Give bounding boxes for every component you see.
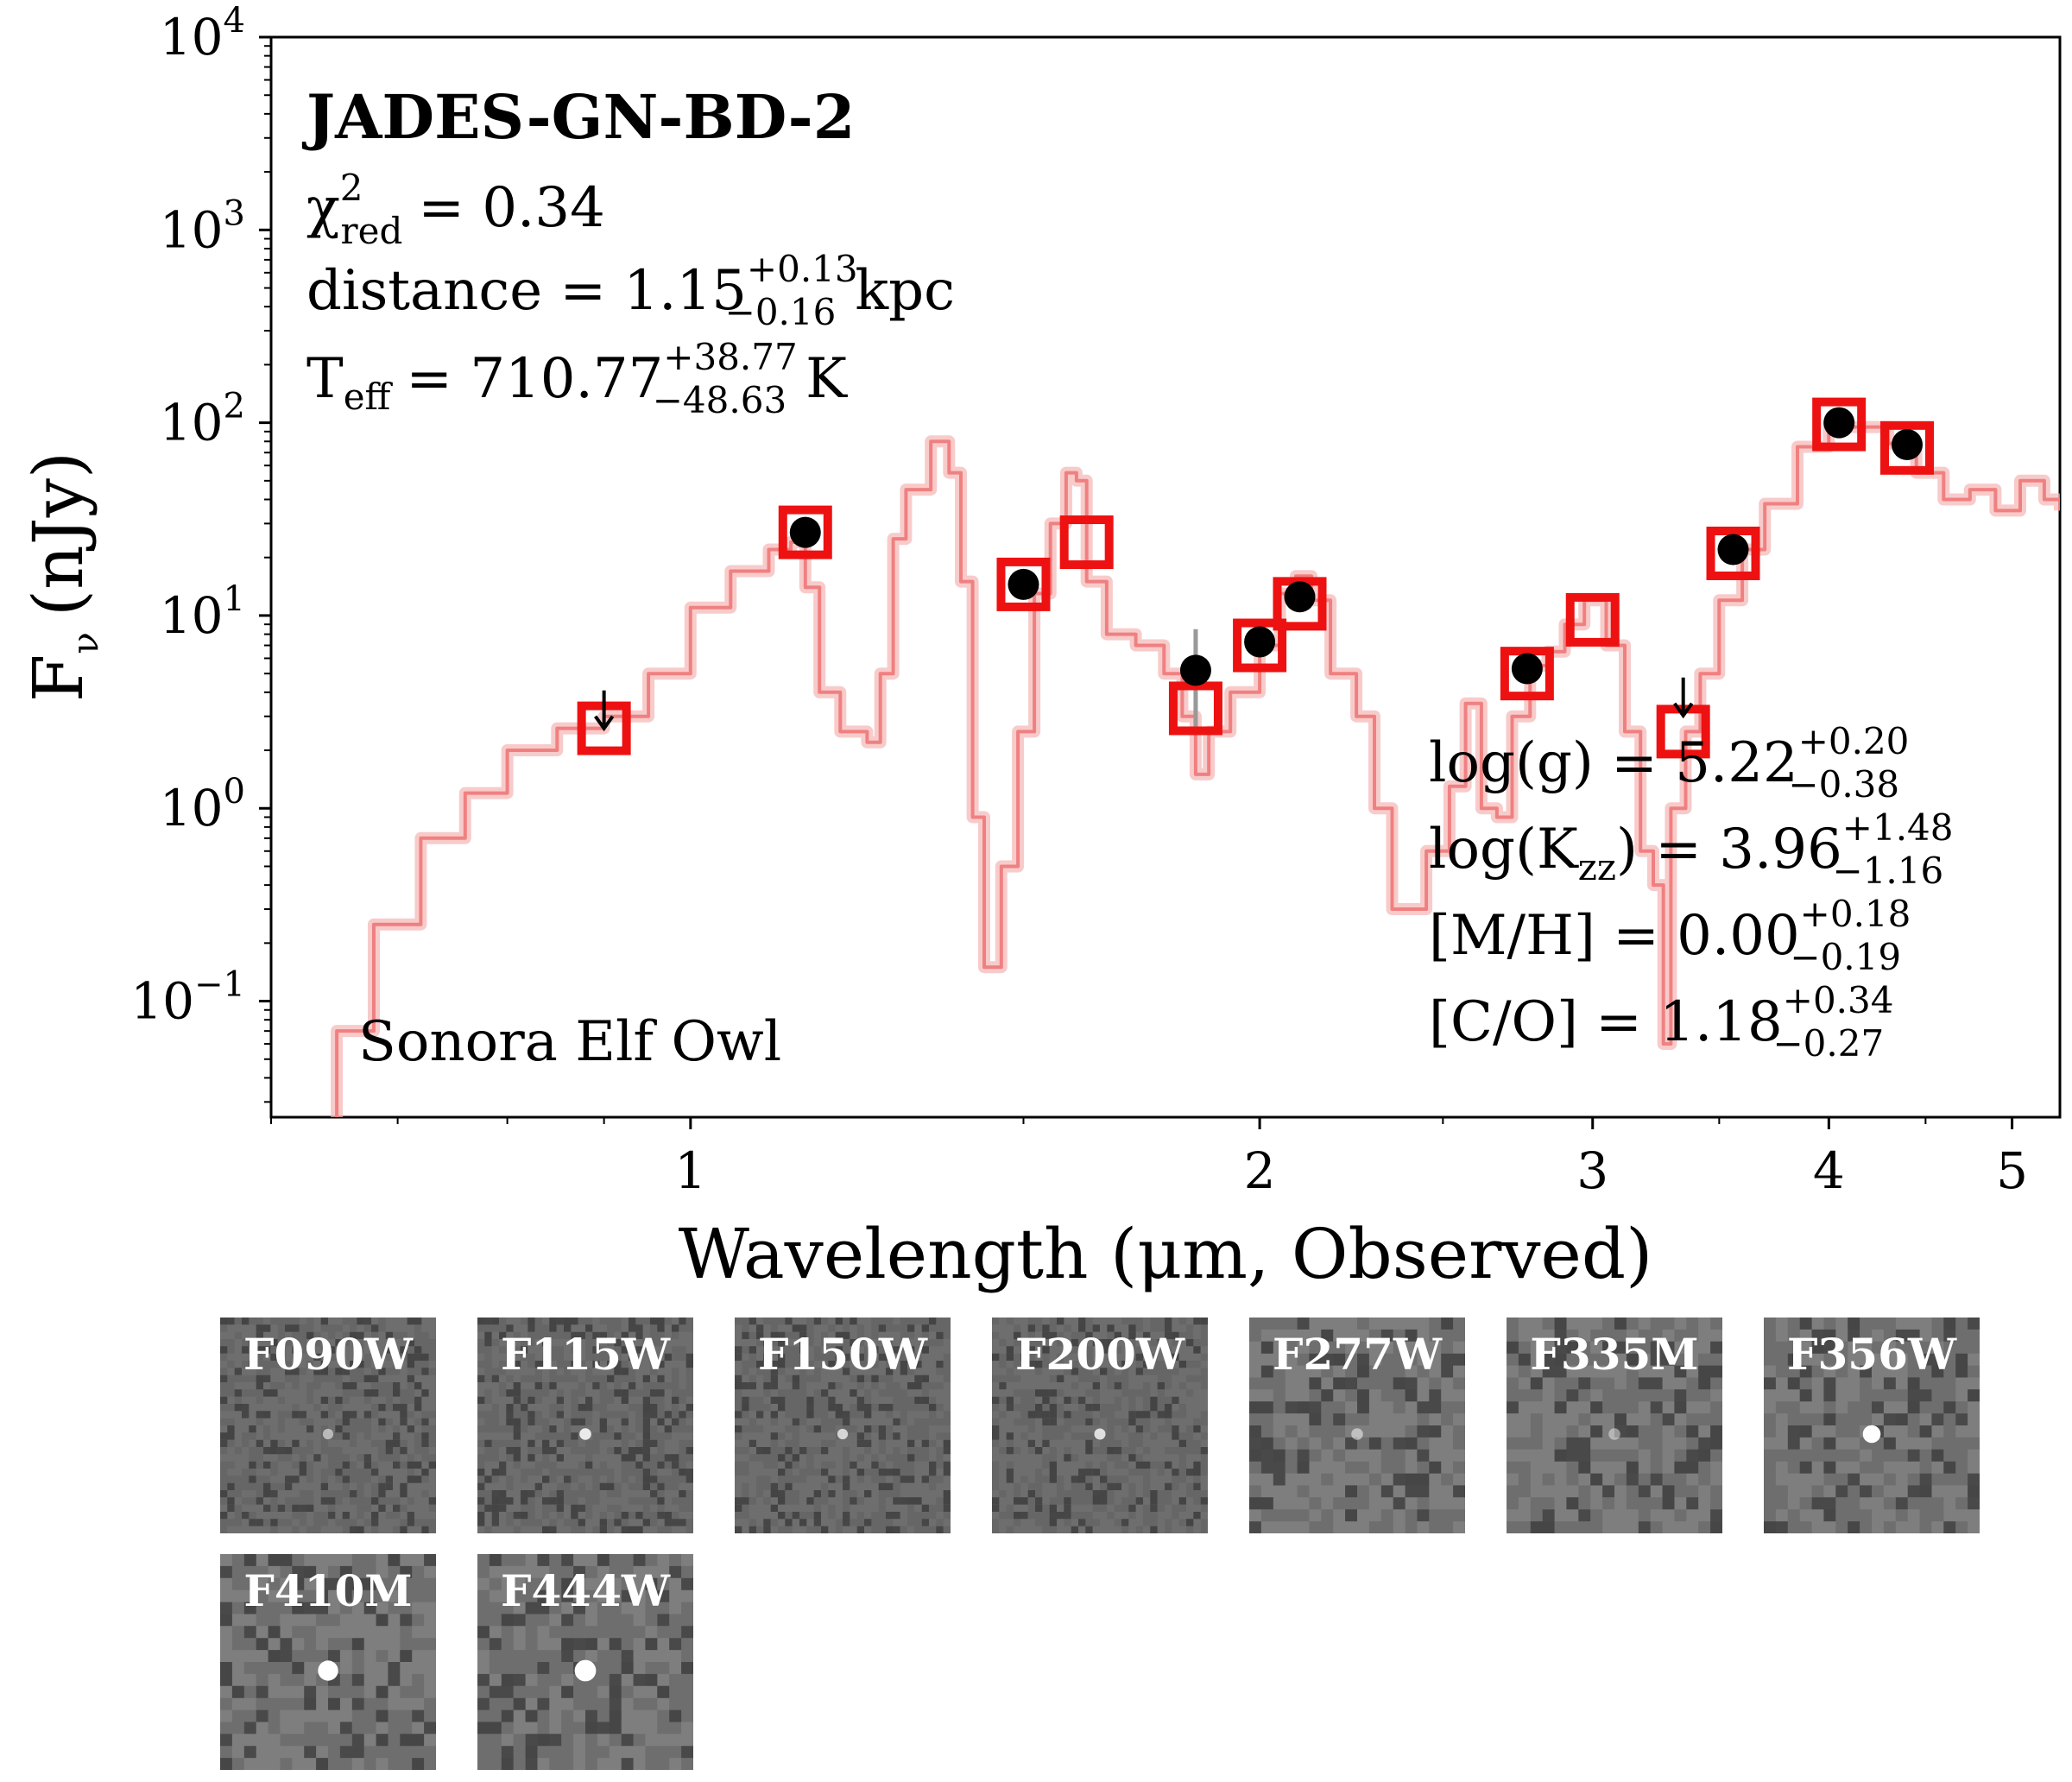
model-square-10 (1706, 526, 1760, 580)
cutout-source (1351, 1428, 1363, 1440)
model-square-11 (1812, 397, 1867, 452)
cutout-noise (735, 1318, 951, 1533)
cutout-source (322, 1428, 334, 1440)
data-point-7 (1823, 407, 1855, 439)
cutout-f277w: F277W (1249, 1318, 1465, 1533)
model-photometry-squares (577, 397, 1934, 759)
x-tick-label-3: 4 (1813, 1141, 1845, 1200)
model-square-2 (996, 557, 1051, 611)
cutout-noise (1249, 1318, 1465, 1533)
y-axis-label: Fν(nJy) (18, 452, 106, 702)
data-point-0 (789, 516, 821, 548)
cutout-label: F356W (1787, 1329, 1957, 1380)
x-minor-ticks (270, 1117, 1927, 1124)
cutout-label: F090W (243, 1329, 414, 1380)
y-tick-label-3: 102 (160, 387, 245, 452)
cutout-noise-dark (219, 1318, 436, 1533)
param-logkzz: log(Kzz) = 3.96+1.48 −1.16 (1429, 806, 1954, 892)
plot-frame (269, 35, 2062, 1119)
data-point-8 (1891, 428, 1923, 460)
cutout-f356w: F356W (1763, 1318, 1980, 1533)
cutout-f335m: F335M (1507, 1318, 1722, 1533)
cutout-label: F335M (1530, 1329, 1698, 1380)
cutout-source (318, 1660, 338, 1681)
cutout-noise-dark (735, 1318, 951, 1533)
y-tick-label-0: 10−1 (130, 965, 245, 1031)
upper-limit-arrow-0 (594, 690, 615, 732)
cutout-f444w: F444W (477, 1554, 693, 1770)
cutout-label: F277W (1273, 1329, 1443, 1380)
data-point-4 (1284, 581, 1316, 613)
y-tick-label-4: 103 (160, 193, 245, 259)
cutout-noise-dark (1249, 1318, 1465, 1533)
cutout-source (574, 1659, 597, 1682)
chart-title: JADES-GN-BD-2 (301, 81, 855, 153)
cutout-f090w: F090W (219, 1318, 436, 1533)
model-square-7 (1500, 647, 1554, 701)
data-point-3 (1244, 626, 1276, 658)
cutout-label: F150W (758, 1329, 928, 1380)
y-tick-label-2: 101 (160, 579, 245, 645)
upper-limit-arrows (594, 677, 1694, 732)
param-co: [C/O] = 1.18+0.34 −0.27 (1429, 979, 1893, 1065)
cutout-label: F444W (501, 1565, 671, 1616)
teff-stat: Teff = 710.77+38.77 −48.63 K (306, 336, 848, 421)
model-square-1 (778, 505, 832, 559)
upper-limit-arrow-1 (1673, 677, 1694, 719)
cutout-label: F200W (1015, 1329, 1185, 1380)
cutout-source (837, 1428, 849, 1440)
chi2-stat: χ2 red = 0.34 (306, 167, 605, 252)
data-point-2 (1179, 654, 1211, 686)
model-square-3 (1059, 515, 1114, 570)
x-axis-label: Wavelength (μm, Observed) (679, 1214, 1653, 1294)
x-axis-ticks: 1 2 3 4 5 (674, 1117, 2028, 1200)
model-label: Sonora Elf Owl (358, 1010, 781, 1074)
model-square-5 (1233, 618, 1287, 673)
y-minor-ticks (264, 45, 271, 1103)
distance-stat: distance = 1.15+0.13 −0.16 kpc (306, 248, 955, 333)
model-square-12 (1879, 420, 1934, 475)
cutout-f200w: F200W (992, 1318, 1208, 1533)
cutout-grid: F090W F115W F150W F200W F277W F335M F356W F410M… (219, 1318, 1980, 1770)
data-point-6 (1717, 534, 1749, 566)
y-tick-label-1: 100 (160, 772, 245, 837)
x-tick-label-1: 2 (1244, 1141, 1276, 1200)
cutout-noise-dark (477, 1318, 693, 1533)
x-tick-label-0: 1 (674, 1141, 706, 1200)
param-logg: log(g) = 5.22+0.20 −0.38 (1429, 720, 1909, 806)
model-square-4 (1168, 681, 1222, 736)
y-tick-label-5: 104 (160, 1, 245, 66)
cutout-source (1608, 1428, 1620, 1440)
x-tick-label-4: 5 (1996, 1141, 2028, 1200)
observed-photometry-points (789, 407, 1923, 686)
x-tick-label-2: 3 (1576, 1141, 1608, 1200)
cutout-label: F115W (501, 1329, 671, 1380)
cutout-f410m: F410M (220, 1554, 436, 1770)
data-point-1 (1008, 568, 1039, 600)
cutout-noise-dark (992, 1318, 1208, 1533)
cutout-source (1862, 1425, 1881, 1444)
cutout-label: F410M (243, 1565, 412, 1616)
model-square-8 (1565, 592, 1620, 647)
cutout-noise (992, 1318, 1208, 1533)
cutout-f150w: F150W (735, 1318, 951, 1533)
param-mh: [M/H] = 0.00+0.18 −0.19 (1429, 893, 1911, 978)
data-point-5 (1511, 653, 1543, 685)
cutout-source (579, 1428, 591, 1440)
cutout-f115w: F115W (477, 1318, 693, 1533)
cutout-noise-dark (1507, 1318, 1722, 1533)
y-axis-ticks: 10−1 100 101 102 103 104 (130, 1, 271, 1031)
cutout-source (1094, 1428, 1106, 1440)
